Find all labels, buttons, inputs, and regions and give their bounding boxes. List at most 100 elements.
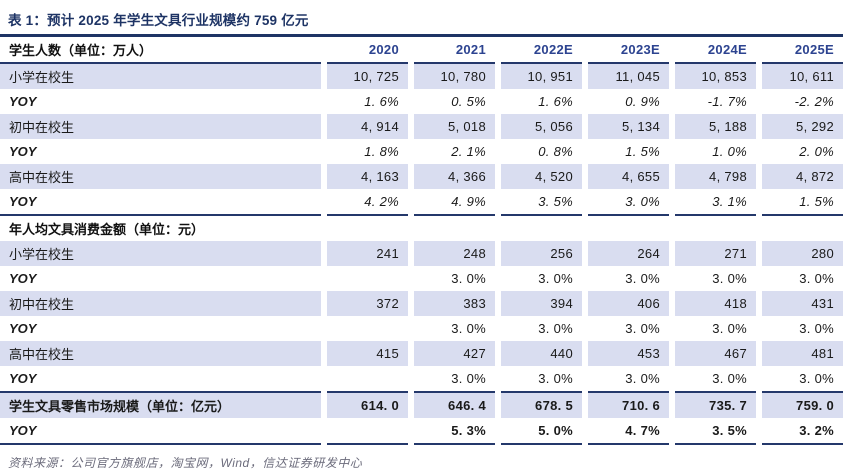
cell-value: 735. 7 — [675, 391, 756, 418]
cell-value: 614. 0 — [327, 391, 408, 418]
row-label: YOY — [9, 321, 37, 336]
cell-value: 3. 0% — [799, 271, 834, 286]
cell-value: 5, 018 — [414, 114, 495, 139]
table-row: 学生文具零售市场规模（单位：亿元） 614. 0 646. 4 678. 5 710. … — [0, 391, 843, 418]
row-label: 学生文具零售市场规模（单位：亿元） — [0, 391, 321, 418]
cell-value: 1. 5% — [625, 144, 660, 159]
cell-value: -1. 7% — [707, 94, 747, 109]
table-row: 初中在校生 4, 914 5, 018 5, 056 5, 134 5, 188 5, 29… — [0, 114, 843, 139]
table-row: YOY 4. 2% 4. 9% 3. 5% 3. 0% 3. 1% 1. 5% — [0, 189, 843, 214]
cell-value: 383 — [414, 291, 495, 316]
cell-value: 280 — [762, 241, 843, 266]
cell-value: 3. 2% — [762, 418, 843, 445]
cell-value: 10, 853 — [675, 64, 756, 89]
cell-value: 1. 0% — [712, 144, 747, 159]
cell-value: 3. 0% — [625, 271, 660, 286]
table-row: 高中在校生 4, 163 4, 366 4, 520 4, 655 4, 798 4, 87… — [0, 164, 843, 189]
cell-value: 646. 4 — [414, 391, 495, 418]
cell-value — [327, 418, 408, 445]
table-row: 高中在校生 415 427 440 453 467 481 — [0, 341, 843, 366]
cell-value: 467 — [675, 341, 756, 366]
cell-value: 415 — [327, 341, 408, 366]
cell-value: 11, 045 — [588, 64, 669, 89]
cell-value: -2. 2% — [794, 94, 834, 109]
section-header-spacer — [762, 214, 843, 241]
table-row: YOY 3. 0% 3. 0% 3. 0% 3. 0% 3. 0% — [0, 366, 843, 391]
cell-value: 678. 5 — [501, 391, 582, 418]
section-header-spacer — [675, 214, 756, 241]
cell-value: 4, 366 — [414, 164, 495, 189]
cell-value: 3. 0% — [538, 271, 573, 286]
cell-value: 10, 611 — [762, 64, 843, 89]
table-title: 表 1：预计 2025 年学生文具行业规模约 759 亿元 — [8, 13, 309, 28]
table-row: 小学在校生 10, 725 10, 780 10, 951 11, 045 10, 853… — [0, 64, 843, 89]
cell-value: 4, 872 — [762, 164, 843, 189]
row-label: YOY — [0, 418, 321, 445]
cell-value: 3. 0% — [538, 321, 573, 336]
cell-value: 1. 6% — [538, 94, 573, 109]
table-row: YOY 5. 3% 5. 0% 4. 7% 3. 5% 3. 2% — [0, 418, 843, 445]
cell-value: 5, 056 — [501, 114, 582, 139]
section-header-spacer — [588, 214, 669, 241]
cell-value: 2. 1% — [451, 144, 486, 159]
cell-value: 1. 6% — [364, 94, 399, 109]
cell-value: 481 — [762, 341, 843, 366]
table-row: YOY 1. 8% 2. 1% 0. 8% 1. 5% 1. 0% 2. 0% — [0, 139, 843, 164]
cell-value: 3. 1% — [712, 194, 747, 209]
section-header-row: 年人均文具消费金额（单位：元） — [0, 214, 843, 241]
row-label: YOY — [9, 271, 37, 286]
cell-value: 4. 2% — [364, 194, 399, 209]
cell-value: 3. 0% — [712, 321, 747, 336]
industry-table: 学生人数（单位：万人） 2020 2021 2022E 2023E 2024E 2025E 小… — [0, 37, 849, 445]
title-divider-rule — [0, 34, 843, 37]
row-label: 高中在校生 — [0, 341, 321, 366]
cell-value: 2. 0% — [799, 144, 834, 159]
row-label: 高中在校生 — [0, 164, 321, 189]
cell-value: 394 — [501, 291, 582, 316]
table-row: YOY 3. 0% 3. 0% 3. 0% 3. 0% 3. 0% — [0, 316, 843, 341]
cell-value: 1. 8% — [364, 144, 399, 159]
cell-value: 4, 798 — [675, 164, 756, 189]
cell-value: 3. 0% — [451, 271, 486, 286]
cell-value: 5, 188 — [675, 114, 756, 139]
section-header-label: 年人均文具消费金额（单位：元） — [0, 214, 321, 241]
cell-value: 3. 0% — [712, 371, 747, 386]
table-row: 初中在校生 372 383 394 406 418 431 — [0, 291, 843, 316]
row-label: 小学在校生 — [0, 64, 321, 89]
cell-value: 4, 520 — [501, 164, 582, 189]
table-row: YOY 1. 6% 0. 5% 1. 6% 0. 9% -1. 7% -2. 2% — [0, 89, 843, 114]
section-header-label: 学生人数（单位：万人） — [0, 37, 321, 64]
cell-value: 710. 6 — [588, 391, 669, 418]
cell-value: 4, 914 — [327, 114, 408, 139]
row-label: 初中在校生 — [0, 114, 321, 139]
cell-value: 10, 951 — [501, 64, 582, 89]
column-header-year: 2024E — [675, 37, 756, 64]
cell-value — [327, 266, 408, 291]
column-header-year: 2022E — [501, 37, 582, 64]
cell-value: 3. 0% — [451, 321, 486, 336]
cell-value: 271 — [675, 241, 756, 266]
section-header-spacer — [501, 214, 582, 241]
section-header-spacer — [414, 214, 495, 241]
cell-value: 241 — [327, 241, 408, 266]
cell-value: 406 — [588, 291, 669, 316]
table-container: 学生人数（单位：万人） 2020 2021 2022E 2023E 2024E 2025E 小… — [0, 37, 849, 445]
table-row: YOY 3. 0% 3. 0% 3. 0% 3. 0% 3. 0% — [0, 266, 843, 291]
cell-value: 453 — [588, 341, 669, 366]
table-row: 小学在校生 241 248 256 264 271 280 — [0, 241, 843, 266]
cell-value: 372 — [327, 291, 408, 316]
cell-value: 5. 3% — [414, 418, 495, 445]
cell-value: 4, 163 — [327, 164, 408, 189]
cell-value: 3. 0% — [625, 321, 660, 336]
column-header-year: 2020 — [327, 37, 408, 64]
cell-value: 5, 134 — [588, 114, 669, 139]
cell-value: 5, 292 — [762, 114, 843, 139]
column-header-year: 2025E — [762, 37, 843, 64]
cell-value: 3. 0% — [799, 321, 834, 336]
cell-value: 0. 5% — [451, 94, 486, 109]
cell-value — [327, 366, 408, 391]
section-header-row: 学生人数（单位：万人） 2020 2021 2022E 2023E 2024E 2025E — [0, 37, 843, 64]
column-header-year: 2023E — [588, 37, 669, 64]
row-label: YOY — [9, 194, 37, 209]
